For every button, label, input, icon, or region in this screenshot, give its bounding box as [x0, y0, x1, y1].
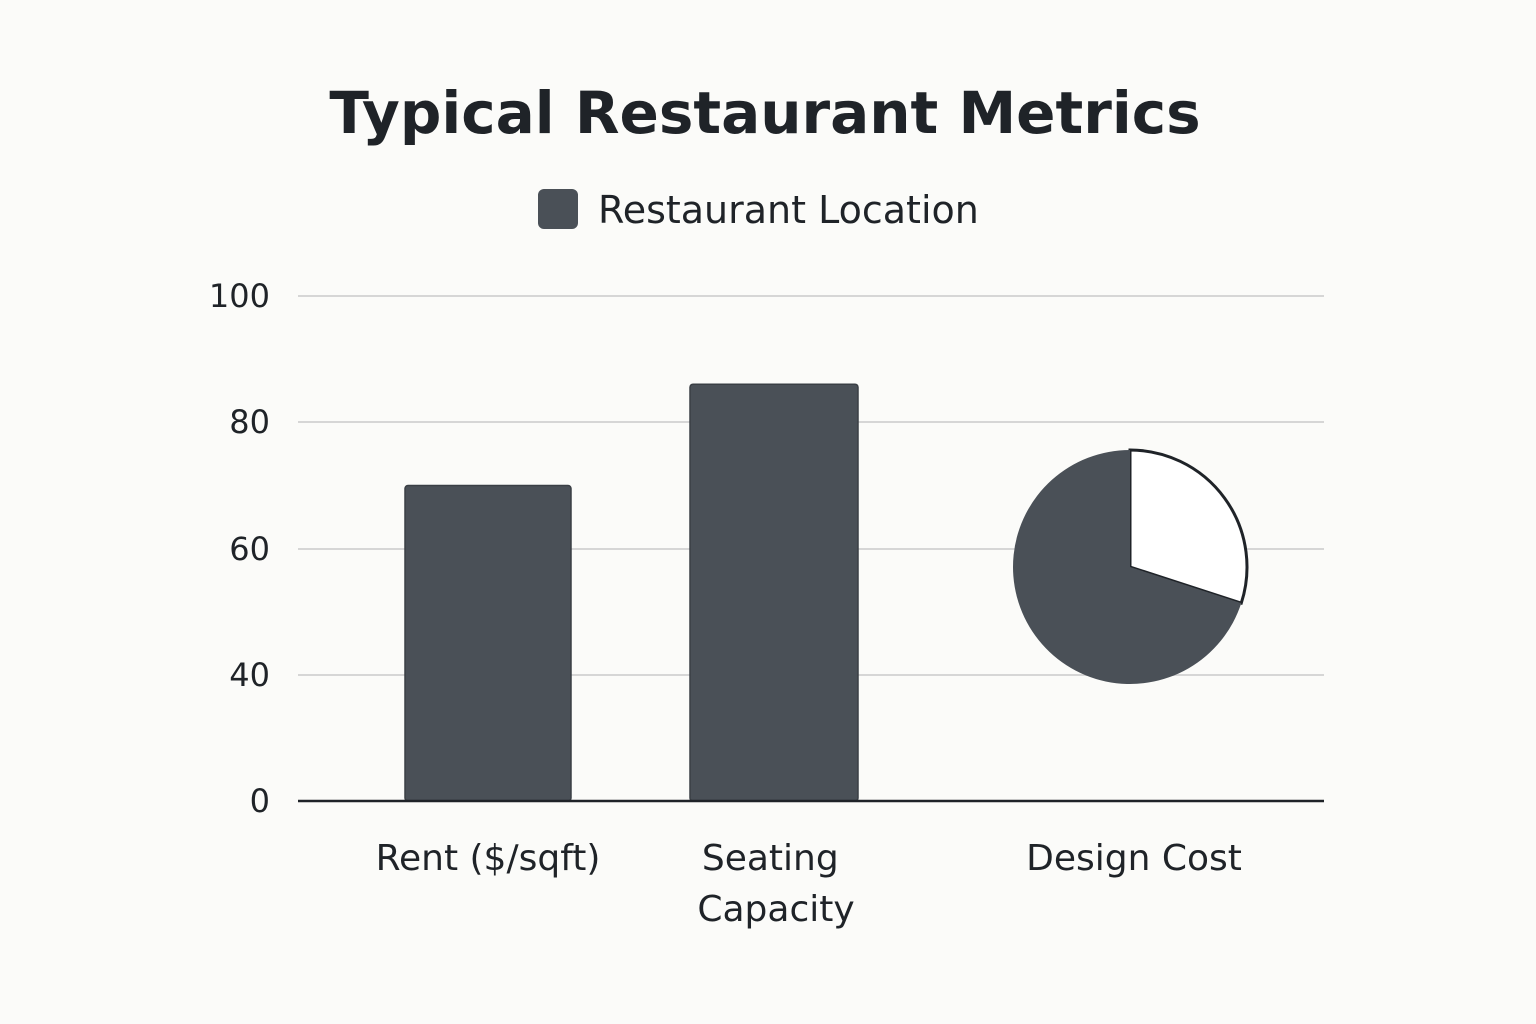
pie-slice-light: [1128, 448, 1249, 606]
legend-swatch: [538, 189, 578, 229]
legend-label: Restaurant Location: [598, 188, 979, 232]
y-tick-40: 40: [229, 656, 270, 694]
pie-slice-dark: [1012, 450, 1242, 684]
category-label-seating-line1: Seating: [702, 838, 839, 879]
design-cost-pie: [1012, 448, 1249, 684]
category-label-rent: Rent ($/sqft): [376, 838, 601, 879]
category-label-seating: Seating Capacity: [697, 838, 854, 930]
y-tick-0: 0: [250, 782, 270, 820]
bar-1: [689, 383, 859, 802]
x-axis-labels: Rent ($/sqft) Seating Capacity Design Co…: [376, 838, 1242, 930]
category-label-design-cost: Design Cost: [1026, 838, 1242, 879]
category-label-seating-line2: Capacity: [697, 889, 854, 930]
bars: [404, 383, 859, 802]
legend: Restaurant Location: [538, 188, 979, 232]
y-axis-ticks: 0 40 60 80 100: [209, 277, 270, 820]
chart-title: Typical Restaurant Metrics: [329, 79, 1200, 147]
y-tick-100: 100: [209, 277, 270, 315]
y-tick-60: 60: [229, 530, 270, 568]
bar-0: [404, 484, 572, 802]
y-tick-80: 80: [229, 403, 270, 441]
